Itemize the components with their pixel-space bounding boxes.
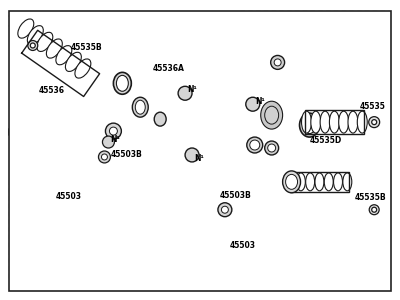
Text: N¹: N¹ [187,85,197,94]
Circle shape [102,136,114,148]
Ellipse shape [311,111,321,133]
Ellipse shape [339,111,349,133]
Circle shape [102,154,108,160]
Ellipse shape [357,111,367,133]
Ellipse shape [329,111,339,133]
Ellipse shape [303,117,316,134]
Ellipse shape [268,144,276,152]
Text: 45536A: 45536A [152,64,184,73]
Ellipse shape [287,173,296,191]
Ellipse shape [265,141,279,155]
Circle shape [372,120,377,124]
Ellipse shape [306,173,315,191]
Ellipse shape [37,32,53,52]
Text: 45535B: 45535B [354,193,386,202]
Text: 45503: 45503 [56,192,82,201]
Circle shape [106,123,121,139]
Ellipse shape [250,140,260,150]
Text: 45535B: 45535B [71,43,102,52]
Text: 45535D: 45535D [310,136,342,145]
Ellipse shape [334,173,342,191]
Ellipse shape [286,174,298,189]
Text: 45503: 45503 [230,241,256,250]
Circle shape [369,205,379,215]
Ellipse shape [343,173,352,191]
Ellipse shape [75,59,91,78]
Circle shape [222,206,228,213]
Ellipse shape [154,112,166,126]
Circle shape [185,148,199,162]
Circle shape [271,56,285,69]
Circle shape [30,43,35,48]
Ellipse shape [300,113,320,137]
Ellipse shape [296,173,305,191]
Circle shape [372,207,377,212]
Circle shape [110,127,117,135]
Text: 45535: 45535 [359,102,385,111]
Ellipse shape [315,173,324,191]
Text: N¹: N¹ [256,97,266,106]
Ellipse shape [18,19,34,38]
Circle shape [178,86,192,100]
Ellipse shape [265,106,279,124]
Text: 45503B: 45503B [110,151,142,160]
Ellipse shape [116,75,128,91]
Circle shape [274,59,281,66]
Ellipse shape [324,173,333,191]
Circle shape [369,117,380,128]
Ellipse shape [66,52,81,71]
Ellipse shape [283,171,300,193]
Circle shape [218,203,232,217]
Ellipse shape [46,39,62,58]
Ellipse shape [302,111,312,133]
FancyBboxPatch shape [153,110,286,134]
Text: N¹: N¹ [110,135,120,144]
Circle shape [246,97,260,111]
Ellipse shape [247,137,263,153]
Bar [290,172,349,192]
Bar [304,110,364,134]
Ellipse shape [261,101,283,129]
Text: 45536: 45536 [39,86,65,95]
Ellipse shape [114,72,131,94]
Ellipse shape [320,111,330,133]
Ellipse shape [135,100,145,114]
Ellipse shape [132,97,148,117]
Text: 45503B: 45503B [220,191,252,200]
Circle shape [98,151,110,163]
Ellipse shape [348,111,358,133]
Ellipse shape [27,26,43,45]
Circle shape [28,40,38,50]
FancyBboxPatch shape [243,89,300,155]
Ellipse shape [56,46,72,65]
Text: N¹: N¹ [194,154,204,164]
